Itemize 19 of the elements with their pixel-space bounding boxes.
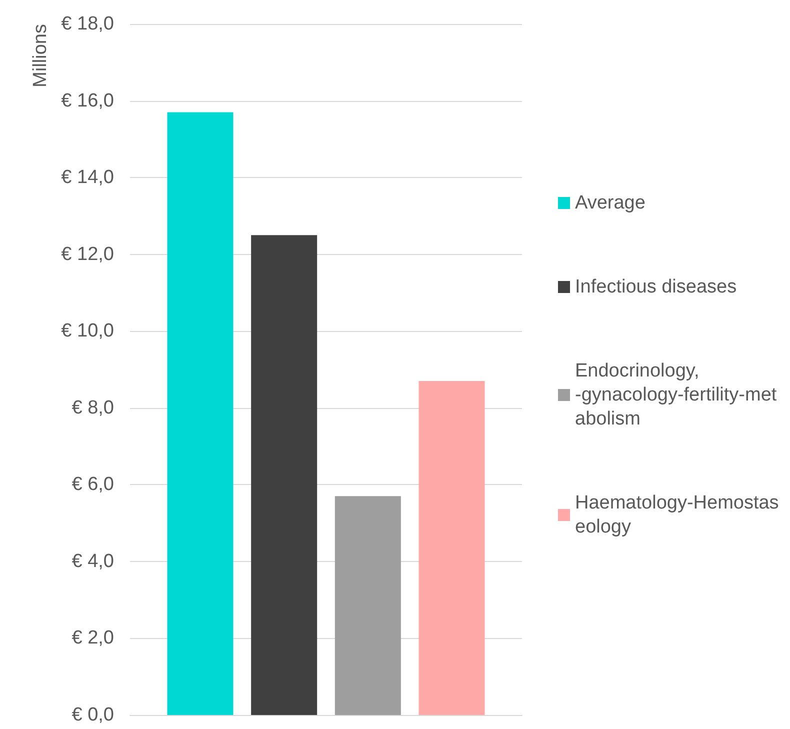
y-tick-label: € 18,0 bbox=[61, 14, 114, 34]
legend-label: Haematology-Hemostaseology bbox=[575, 492, 779, 538]
bar bbox=[418, 381, 485, 715]
y-tick-label: € 16,0 bbox=[61, 90, 114, 112]
legend-label: Endocrinology, -gynacology-fertility-metabolism bbox=[575, 360, 778, 430]
y-tick-label: € 12,0 bbox=[61, 244, 114, 265]
y-tick-label: € 0,0 bbox=[72, 704, 114, 726]
y-tick-label: € 8,0 bbox=[72, 397, 114, 418]
legend-label: Average bbox=[575, 192, 646, 214]
y-tick-label: € 4,0 bbox=[72, 550, 114, 572]
y-tick-label: € 10,0 bbox=[61, 320, 114, 342]
legend-label: Infectious diseases bbox=[575, 276, 737, 298]
y-tick-label: € 2,0 bbox=[72, 628, 114, 649]
bar bbox=[251, 235, 318, 715]
bar bbox=[334, 496, 401, 715]
bar bbox=[167, 112, 234, 715]
y-axis-title: Millions bbox=[30, 24, 51, 88]
y-tick-label: € 6,0 bbox=[72, 474, 114, 496]
y-tick-label: € 14,0 bbox=[61, 167, 114, 188]
